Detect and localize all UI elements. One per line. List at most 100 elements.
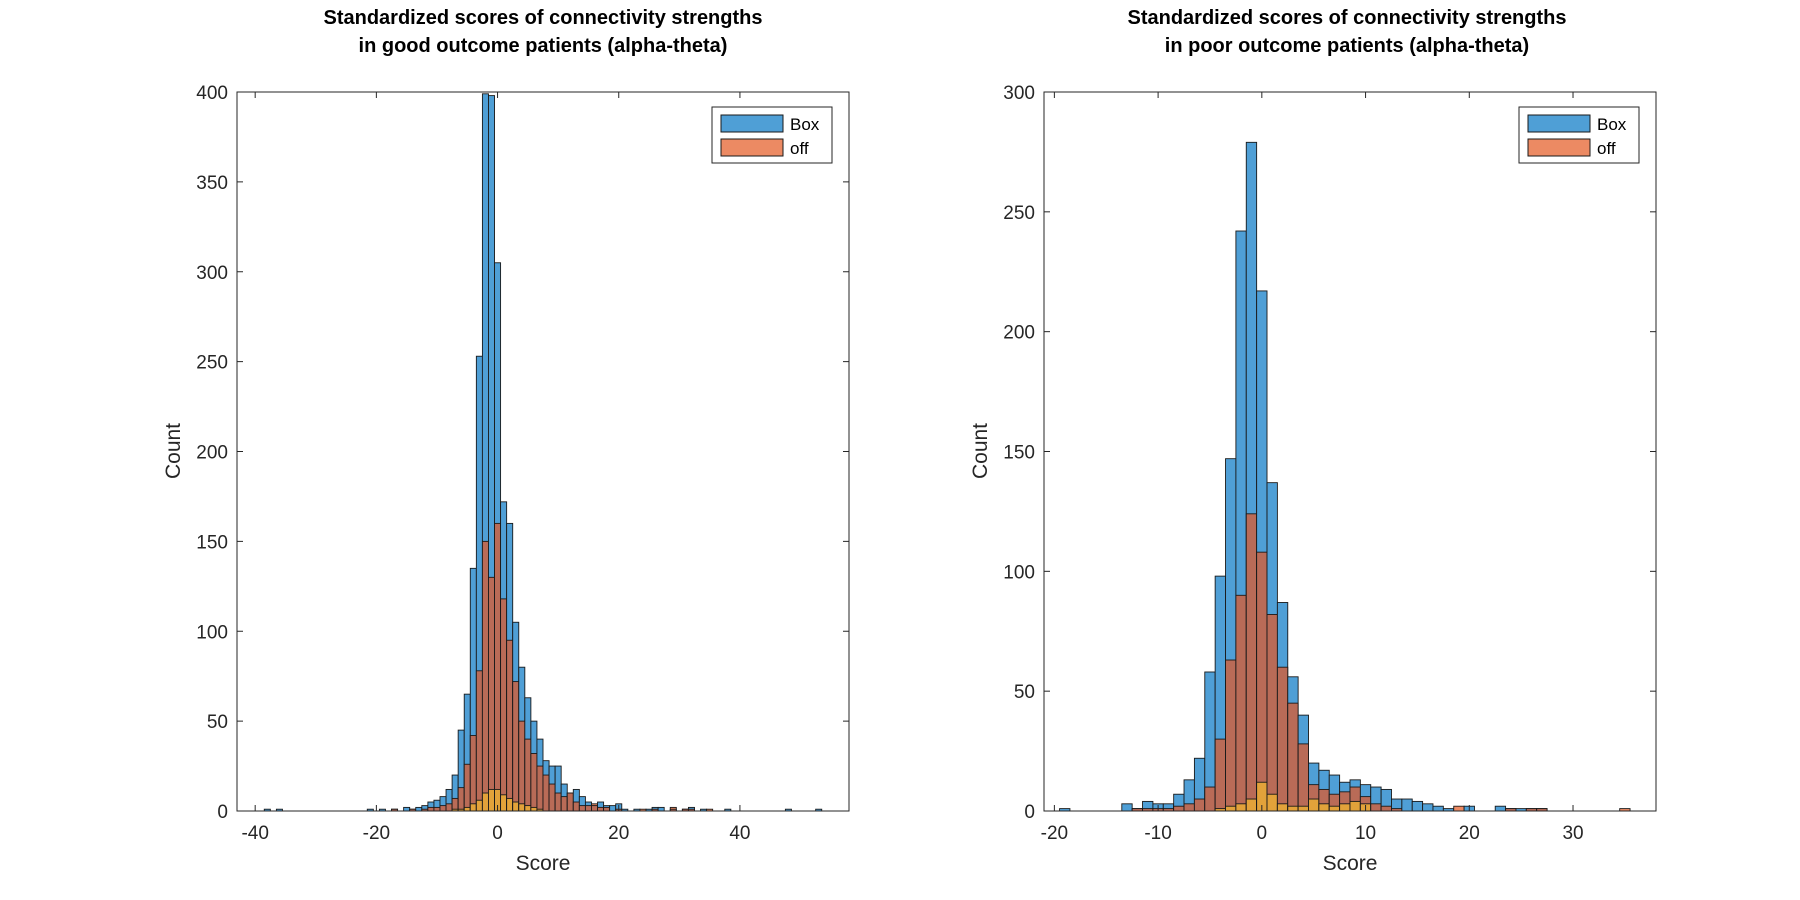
bar-third [518,803,526,812]
y-tick-label: 250 [196,353,228,374]
bar-off [427,806,435,812]
bar-off [457,787,465,812]
legend-swatch-off [720,138,784,157]
bar-box [415,806,423,812]
x-tick-label: 0 [492,823,503,844]
bars-layer [1059,141,1631,812]
bar-off [1453,805,1465,812]
histogram-panel-good-outcome: Standardized scores of connectivity stre… [162,7,850,875]
y-tick-label: 150 [196,532,228,553]
bar-third [524,805,532,812]
legend-swatch-box [720,114,784,133]
y-tick-label: 250 [1003,203,1035,224]
y-tick-label: 50 [1014,682,1035,703]
bar-box [1494,805,1507,812]
chart-title-line-1: Standardized scores of connectivity stre… [1128,7,1567,29]
bar-box [1411,800,1424,812]
x-axis-label: Score [516,852,571,875]
bar-off [1266,614,1278,812]
bar-third [481,792,489,812]
bar-third [1287,805,1299,812]
legend[interactable]: Box off [711,106,833,164]
x-tick-label: 40 [729,823,750,844]
bar-off [1204,786,1216,812]
bar-box [1401,798,1413,812]
bar-off [494,522,502,812]
bar-box [1432,805,1444,812]
x-tick-label: 20 [1459,823,1480,844]
bar-off [530,753,538,812]
bar-off [554,792,562,812]
plot-frame [1043,91,1657,812]
bar-off [1225,659,1237,812]
bar-off [1256,551,1268,812]
bar-off [500,598,508,812]
bar-box [1121,803,1133,812]
x-axis-label: Score [1323,852,1378,875]
bar-off [1183,803,1195,812]
legend-label-box: Box [790,115,820,134]
legend-swatch-box [1527,114,1591,133]
bar-third [1297,805,1309,812]
bar-off [542,774,550,812]
legend-label-off: off [1597,139,1616,158]
y-tick-label: 50 [207,712,228,733]
x-tick-label: -20 [1041,823,1068,844]
bar-off [560,796,568,812]
bar-off [536,765,544,812]
bar-third [469,803,477,812]
bar-off [584,805,592,812]
bar-off [518,720,526,812]
bar-off [524,738,532,812]
bar-off [1214,738,1226,812]
bar-third [506,797,514,812]
x-tick-label: -10 [1144,823,1171,844]
y-tick-label: 0 [1024,802,1035,823]
chart-title-line-2: in poor outcome patients (alpha-theta) [1165,35,1529,57]
bar-third [500,794,508,812]
y-tick-label: 350 [196,173,228,194]
bar-off [1370,803,1382,812]
bar-box [403,806,411,812]
bar-box [591,805,598,812]
y-axis-label: Count [969,423,992,479]
y-tick-label: 300 [1003,83,1035,104]
bar-third [1328,805,1341,812]
histogram-panel-poor-outcome: Standardized scores of connectivity stre… [969,7,1657,875]
bar-third [1276,803,1289,812]
bars-layer [263,93,823,812]
bar-off [439,805,447,812]
bar-off [1235,594,1247,812]
bar-third [1339,803,1351,812]
x-tick-label: 10 [1355,823,1376,844]
bar-third [512,801,520,812]
legend[interactable]: Box off [1518,106,1640,164]
bar-box [1422,803,1434,812]
y-tick-label: 150 [1003,443,1035,464]
bar-off [506,639,514,812]
bar-off [572,801,580,812]
bar-box [657,806,665,812]
y-tick-label: 300 [196,263,228,284]
bar-off [566,792,574,812]
bar-third [530,806,538,812]
x-tick-label: -40 [241,823,268,844]
bar-off [1276,666,1289,812]
bar-off [469,735,477,812]
bar-off [433,806,441,812]
bar-third [1318,803,1330,812]
bar-off [1297,743,1309,812]
bar-third [475,799,483,812]
bar-off [1173,805,1185,812]
bar-off [1245,513,1258,812]
bar-third [1235,803,1247,812]
bar-third [1225,805,1237,812]
chart-title-line-2: in good outcome patients (alpha-theta) [359,35,728,57]
bar-box [609,805,617,812]
x-tick-label: 0 [1257,823,1268,844]
bar-off [597,806,605,812]
x-tick-label: -20 [363,823,390,844]
